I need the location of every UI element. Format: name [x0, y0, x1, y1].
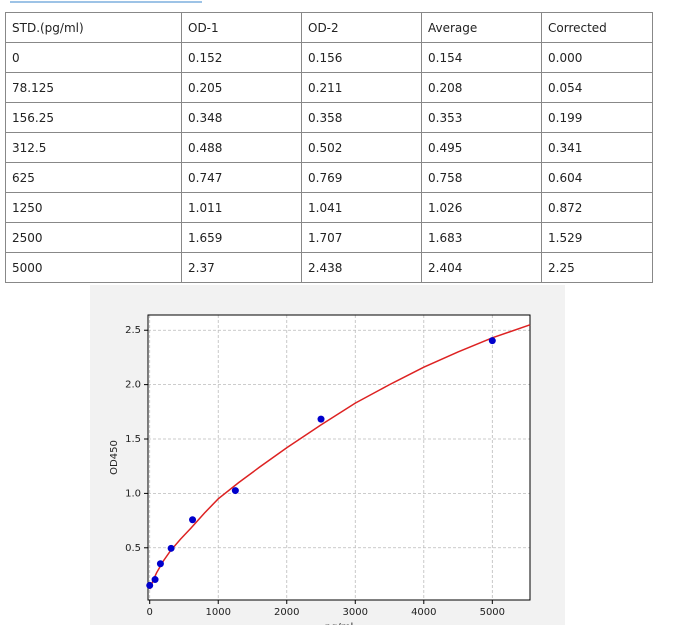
table-cell: 0.000: [541, 42, 653, 73]
table-cell: 1.011: [181, 192, 302, 223]
table-cell: 0.872: [541, 192, 653, 223]
table-cell: 0.211: [301, 72, 422, 103]
table-cell: 0.604: [541, 162, 653, 193]
table-cell: 0.152: [181, 42, 302, 73]
table-row: 78.125 0.205 0.211 0.208 0.054: [5, 72, 653, 103]
x-axis-label: pg/ml: [325, 622, 354, 625]
data-point: [156, 560, 164, 568]
table-cell: 0.199: [541, 102, 653, 133]
data-point: [151, 576, 159, 584]
table-cell: 1.026: [421, 192, 542, 223]
plot-frame: [147, 314, 531, 601]
table-cell: STD.(pg/ml): [5, 12, 182, 43]
fit-curve: [149, 324, 531, 590]
plot-area: [148, 315, 530, 600]
y-tick-label: 1.0: [125, 488, 141, 499]
table-cell: 2500: [5, 222, 182, 253]
table-cell: 156.25: [5, 102, 182, 133]
table-cell: 0.358: [301, 102, 422, 133]
table-row: 1250 1.011 1.041 1.026 0.872: [5, 192, 653, 223]
table-cell: OD-2: [301, 12, 422, 43]
table-cell: 0.747: [181, 162, 302, 193]
data-point: [488, 337, 496, 345]
table-cell: 0.208: [421, 72, 542, 103]
table-cell: 0.769: [301, 162, 422, 193]
table-cell: 0.353: [421, 102, 542, 133]
data-point: [167, 544, 175, 552]
table-cell: 1.529: [541, 222, 653, 253]
table-cell: 0.502: [301, 132, 422, 163]
table-cell: 1.659: [181, 222, 302, 253]
table-cell: 0.348: [181, 102, 302, 133]
y-tick-label: 1.5: [125, 434, 141, 445]
table-cell: 1250: [5, 192, 182, 223]
y-tick-label: 2.0: [125, 380, 141, 391]
table-cell: 2.25: [541, 252, 653, 283]
x-tick-label: 4000: [411, 607, 436, 618]
x-tick-label: 3000: [343, 607, 368, 618]
table-cell: 2.438: [301, 252, 422, 283]
header-row: STD.(pg/ml) OD-1 OD-2 Average Corrected: [5, 12, 653, 43]
table-cell: 0: [5, 42, 182, 73]
decoration-line: [10, 1, 202, 3]
table-cell: 1.041: [301, 192, 422, 223]
table-cell: 5000: [5, 252, 182, 283]
table-cell: 2.404: [421, 252, 542, 283]
table-cell: 625: [5, 162, 182, 193]
data-point: [189, 516, 197, 524]
x-tick-label: 0: [147, 607, 153, 618]
table-cell: 0.495: [421, 132, 542, 163]
table-cell: 0.054: [541, 72, 653, 103]
y-tick-label: 2.5: [125, 325, 141, 336]
table-cell: 1.707: [301, 222, 422, 253]
data-point: [231, 487, 239, 495]
x-tick-label: 1000: [206, 607, 231, 618]
table-cell: OD-1: [181, 12, 302, 43]
table-row: 5000 2.37 2.438 2.404 2.25: [5, 252, 653, 283]
table-cell: 312.5: [5, 132, 182, 163]
table-row: 156.25 0.348 0.358 0.353 0.199: [5, 102, 653, 133]
table-cell: 0.205: [181, 72, 302, 103]
table-cell: 0.758: [421, 162, 542, 193]
data-table: STD.(pg/ml) OD-1 OD-2 Average Corrected 0 0.15…: [5, 12, 653, 283]
table-cell: 0.154: [421, 42, 542, 73]
table-row: 2500 1.659 1.707 1.683 1.529: [5, 222, 653, 253]
data-point: [317, 415, 325, 423]
x-tick-label: 2000: [274, 607, 299, 618]
table-row: 312.5 0.488 0.502 0.495 0.341: [5, 132, 653, 163]
data-point: [146, 581, 154, 589]
table-row: 0 0.152 0.156 0.154 0.000: [5, 42, 653, 73]
table-cell: 0.341: [541, 132, 653, 163]
table-cell: Average: [421, 12, 542, 43]
table-cell: Corrected: [541, 12, 653, 43]
table-cell: 0.488: [181, 132, 302, 163]
y-axis-label: OD450: [109, 440, 120, 475]
table-cell: 0.156: [301, 42, 422, 73]
table-cell: 78.125: [5, 72, 182, 103]
chart: 0 1000 2000 3000 4000 5000 0.5 1.0 1.5 2.0 2.5 OD45…: [90, 285, 565, 625]
y-tick-label: 0.5: [125, 543, 141, 554]
table-row: 625 0.747 0.769 0.758 0.604: [5, 162, 653, 193]
x-tick-label: 5000: [480, 607, 505, 618]
table-cell: 1.683: [421, 222, 542, 253]
table-cell: 2.37: [181, 252, 302, 283]
